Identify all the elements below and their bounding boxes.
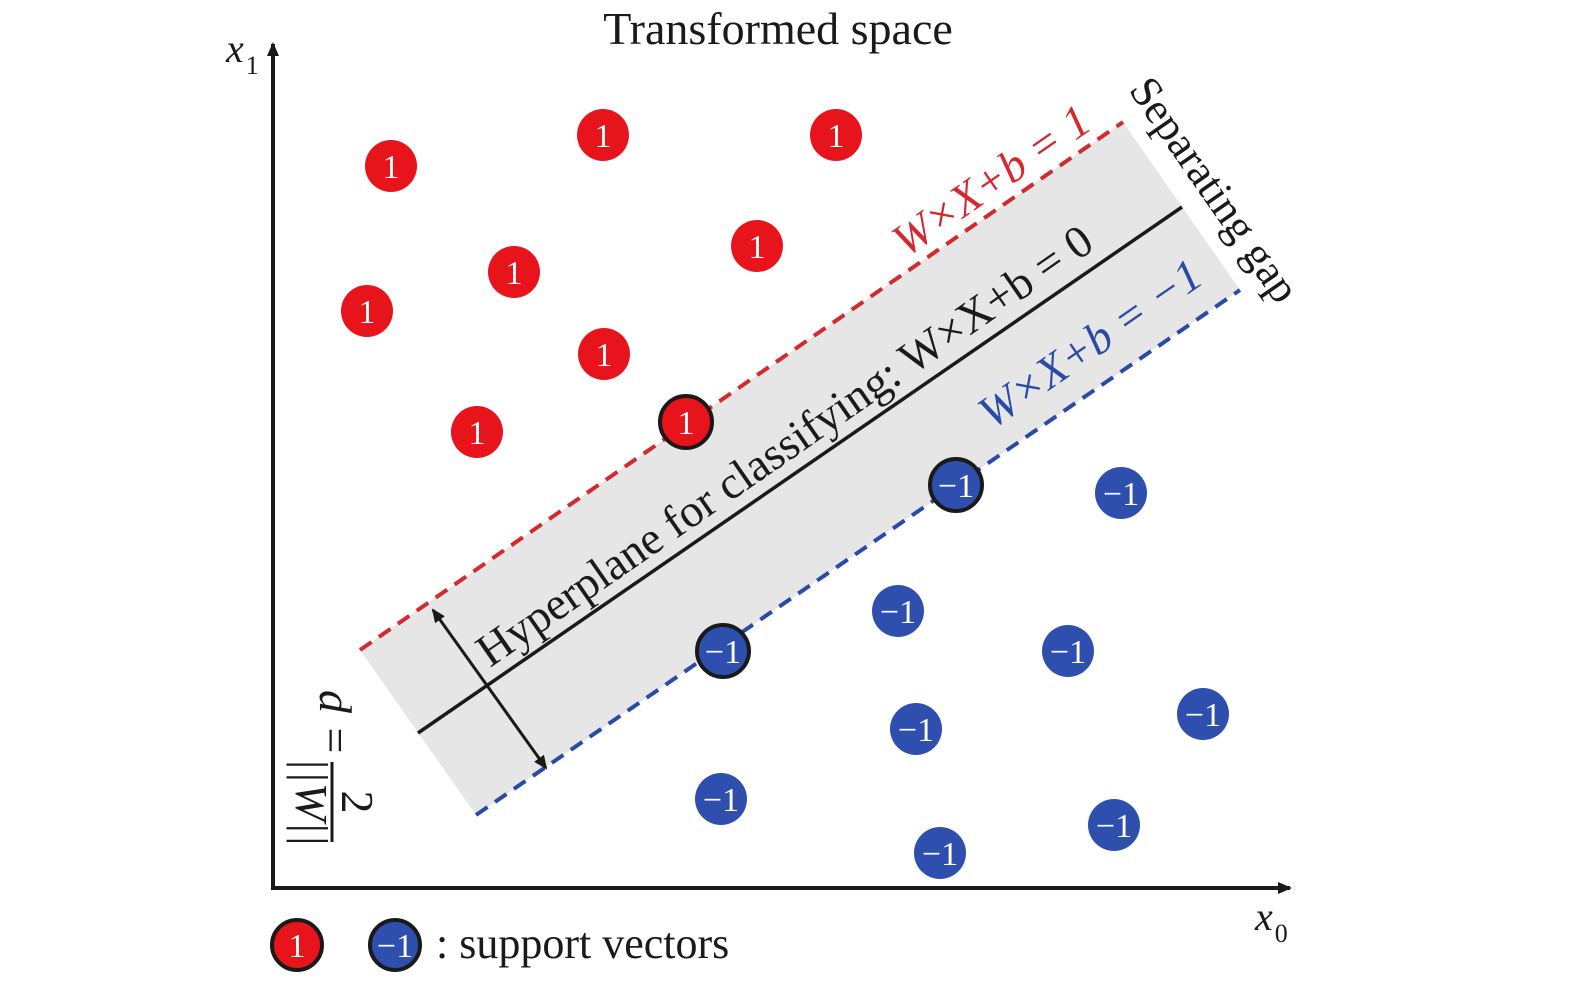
positive-point: 1 (341, 285, 393, 337)
negative-support-vector: −1 (928, 457, 984, 513)
distance-arrow (431, 608, 548, 770)
svg-text:−1: −1 (705, 634, 741, 671)
negative-point: −1 (914, 827, 966, 879)
distance-numerator: 2 (332, 791, 383, 814)
distance-denominator: ||W|| (286, 758, 337, 847)
upper-margin-line (358, 120, 1125, 652)
negative-support-vector: −1 (695, 623, 751, 679)
svg-text:1: 1 (289, 928, 306, 965)
positive-support-vector: 1 (658, 394, 714, 450)
svg-text:1: 1 (469, 415, 486, 452)
distance-formula: d = 2 ||W|| (286, 690, 383, 846)
negative-point: −1 (872, 585, 924, 637)
positive-point: 1 (731, 220, 783, 272)
negative-point: −1 (890, 703, 942, 755)
distance-lhs: d = (310, 690, 361, 756)
svg-text:−1: −1 (703, 782, 739, 819)
svg-text:−1: −1 (938, 468, 974, 505)
negative-point: −1 (695, 773, 747, 825)
positive-point: 1 (451, 406, 503, 458)
positive-point: 1 (365, 140, 417, 192)
svg-text:1: 1 (595, 118, 612, 155)
y-axis-label: x1 (225, 26, 259, 80)
legend: 1 −1 : support vectors (270, 918, 729, 972)
legend-label: : support vectors (436, 919, 729, 968)
lower-margin-line (474, 288, 1242, 817)
negative-point: −1 (1095, 467, 1147, 519)
svg-text:1: 1 (506, 255, 523, 292)
x-axis-label: x0 (1254, 894, 1288, 948)
svg-text:−1: −1 (880, 594, 916, 631)
svg-text:1: 1 (383, 149, 400, 186)
svg-text:1: 1 (749, 229, 766, 266)
legend-positive-support-vector: 1 (270, 918, 324, 972)
svg-text:−1: −1 (898, 712, 934, 749)
svg-text:−1: −1 (922, 836, 958, 873)
negative-points: −1 −1 −1 −1 −1 −1 −1 −1 −1 −1 (695, 457, 1229, 879)
diagram-title: Transformed space (603, 3, 953, 54)
svg-text:1: 1 (828, 118, 845, 155)
svg-text:1: 1 (678, 405, 695, 442)
svg-text:−1: −1 (1096, 808, 1132, 845)
negative-point: −1 (1177, 688, 1229, 740)
svg-text:1: 1 (596, 337, 613, 374)
svg-text:−1: −1 (1050, 634, 1086, 671)
legend-negative-support-vector: −1 (368, 918, 422, 972)
svg-text:−1: −1 (377, 928, 413, 965)
positive-point: 1 (578, 328, 630, 380)
svg-text:1: 1 (359, 294, 376, 331)
positive-point: 1 (488, 246, 540, 298)
positive-point: 1 (577, 109, 629, 161)
positive-point: 1 (810, 109, 862, 161)
negative-point: −1 (1042, 625, 1094, 677)
negative-point: −1 (1088, 799, 1140, 851)
svg-text:−1: −1 (1185, 697, 1221, 734)
svg-text:−1: −1 (1103, 476, 1139, 513)
positive-points: 1 1 1 1 1 1 1 1 1 (341, 109, 862, 458)
